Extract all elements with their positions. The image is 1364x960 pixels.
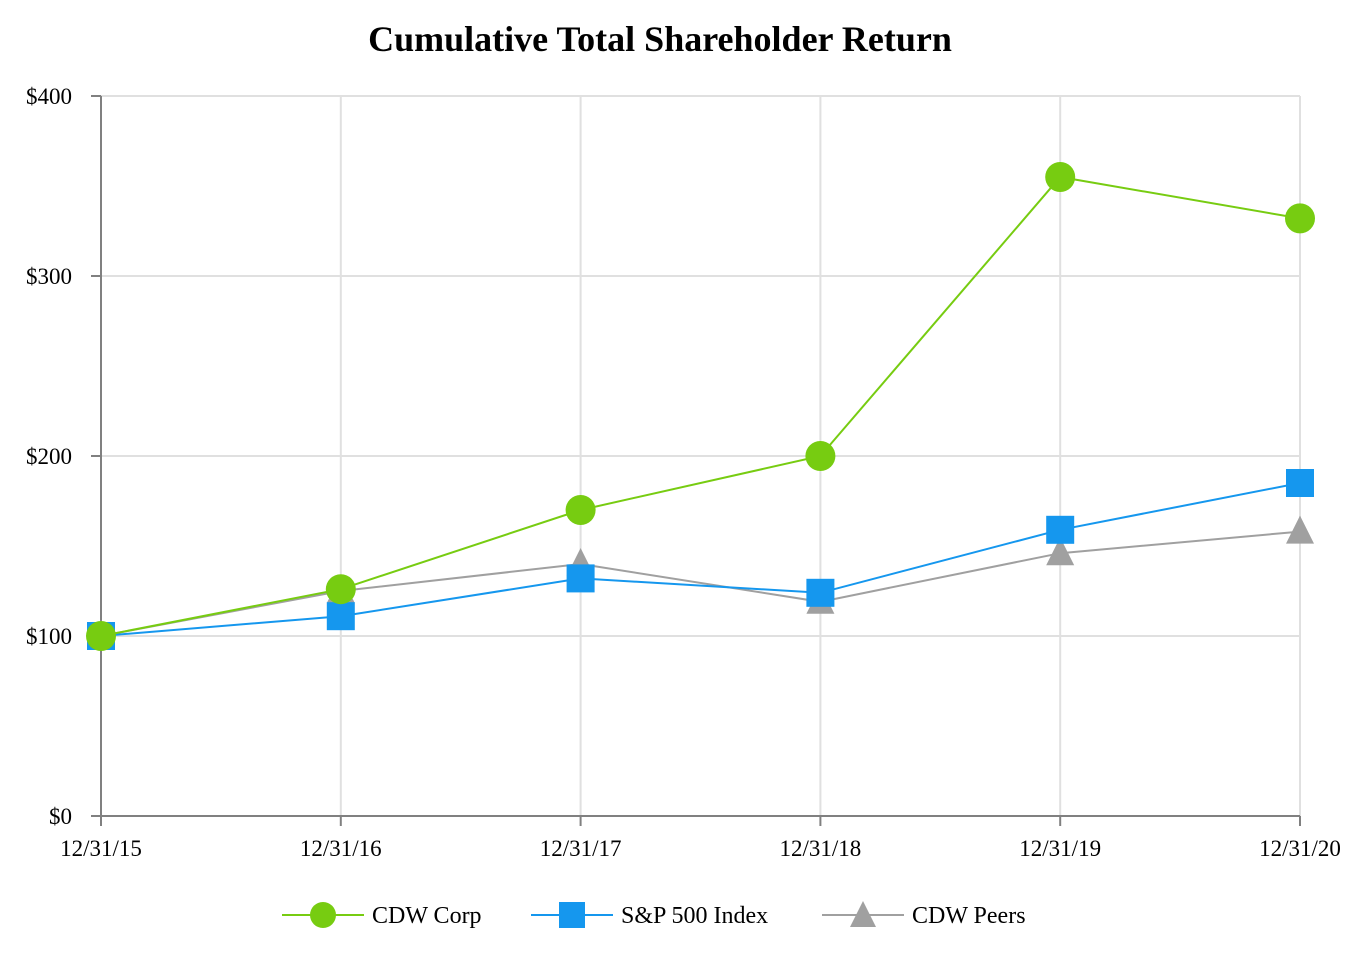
- legend: CDW Corp S&P 500 Index CDW Peers: [0, 896, 1364, 936]
- chart-title: Cumulative Total Shareholder Return: [368, 19, 952, 59]
- axes: [91, 95, 1301, 826]
- legend-label-cdw-corp: CDW Corp: [372, 902, 482, 929]
- x-tick-label-0: 12/31/15: [60, 836, 142, 861]
- x-tick-label-1: 12/31/16: [300, 836, 382, 861]
- data-point-cdw-corp-1: [325, 574, 356, 605]
- data-point-cdw-corp-2: [565, 495, 596, 525]
- x-tick-label-5: 12/31/20: [1259, 836, 1341, 861]
- y-tick-label-0: $0: [49, 804, 72, 829]
- data-point-cdw-corp-4: [1045, 162, 1076, 192]
- y-tick-label-2: $200: [26, 444, 72, 469]
- legend-label-cdw-peers: CDW Peers: [912, 902, 1026, 929]
- x-tick-label-4: 12/31/19: [1019, 836, 1101, 861]
- data-point-cdw-corp-5: [1285, 203, 1315, 234]
- legend-swatch-cdw-peers: [822, 901, 904, 927]
- data-point-cdw-corp-3: [805, 441, 836, 471]
- x-tick-label-2: 12/31/17: [540, 836, 622, 861]
- tick-labels: $0 $100 $200 $300 $400 12/31/15 12/31/16 12/31/…: [26, 84, 1341, 861]
- legend-label-sp500: S&P 500 Index: [621, 902, 769, 929]
- series-lines: [100, 175, 1301, 637]
- data-point-cdw-corp-0: [86, 621, 116, 651]
- gridlines: [101, 95, 1301, 816]
- data-point-s-p-500-index-3: [806, 578, 835, 607]
- series-line-s-p-500-index: [100, 482, 1301, 637]
- x-tick-label-3: 12/31/18: [780, 836, 862, 861]
- data-point-s-p-500-index-4: [1046, 515, 1075, 544]
- data-point-s-p-500-index-1: [326, 602, 355, 631]
- data-point-cdw-peers-5: [1286, 515, 1314, 544]
- series-line-cdw-peers: [100, 530, 1301, 637]
- data-point-s-p-500-index-5: [1286, 469, 1314, 497]
- series-markers: [86, 162, 1315, 651]
- y-tick-label-4: $400: [26, 84, 72, 109]
- series-line-cdw-corp: [100, 175, 1301, 637]
- legend-swatch-sp500: [531, 902, 613, 928]
- legend-swatch-cdw-corp: [282, 902, 364, 928]
- data-point-s-p-500-index-2: [566, 564, 595, 593]
- y-tick-label-1: $100: [26, 624, 72, 649]
- data-point-cdw-peers-4: [1046, 537, 1075, 566]
- plot-area: $0 $100 $200 $300 $400 12/31/15 12/31/16 12/31/…: [26, 84, 1341, 861]
- legend-item-sp500: S&P 500 Index: [531, 896, 768, 936]
- legend-item-cdw-peers: CDW Peers: [822, 896, 1026, 936]
- legend-item-cdw-corp: CDW Corp: [282, 896, 482, 936]
- y-tick-label-3: $300: [26, 264, 72, 289]
